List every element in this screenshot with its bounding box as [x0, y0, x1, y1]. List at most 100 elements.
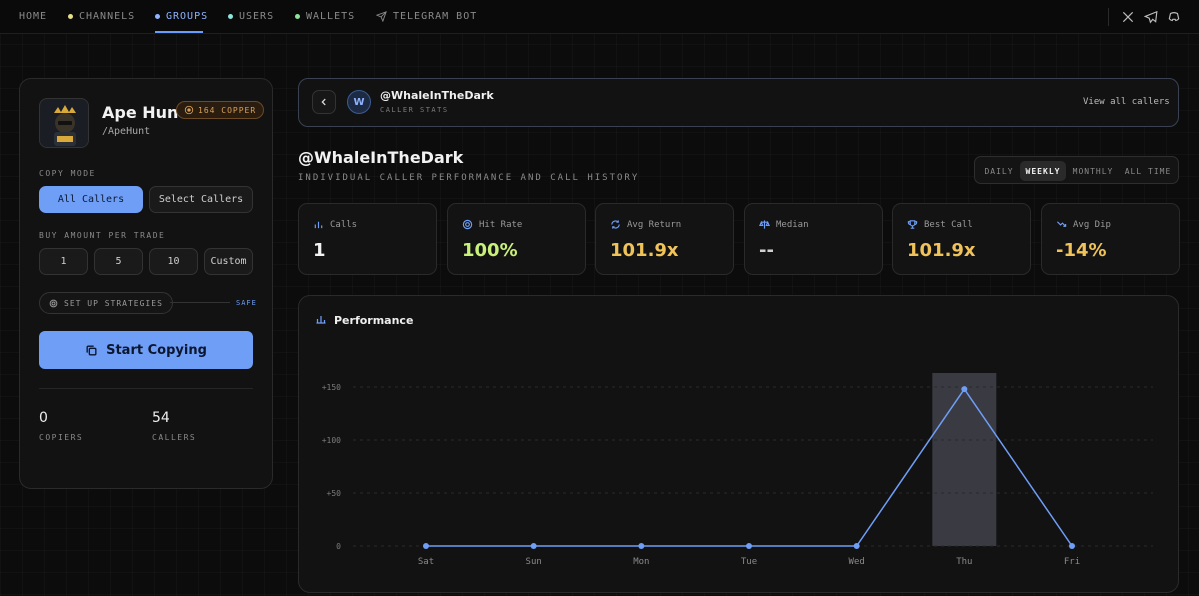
data-point [961, 386, 968, 393]
callers-count: 54 [152, 410, 170, 426]
period-selector: DAILY WEEKLY MONTHLY ALL TIME [974, 156, 1179, 184]
nav-groups[interactable]: GROUPS [155, 11, 208, 22]
send-icon [376, 11, 387, 22]
metric-label: Avg Dip [1056, 219, 1111, 230]
chevron-left-icon [321, 98, 326, 106]
select-callers-button[interactable]: Select Callers [149, 186, 253, 213]
metric-value: -14% [1056, 240, 1107, 261]
amount-10-button[interactable]: 10 [149, 248, 198, 275]
x-icon[interactable] [1121, 10, 1135, 24]
nav-telegram-bot[interactable]: TELEGRAM BOT [376, 11, 477, 22]
performance-chart: 0 +50 +100 +150 Sat Sun Mon Tue Wed Thu Fri [322, 373, 1153, 567]
metric-value: 101.9x [907, 240, 976, 261]
y-tick-label: +50 [327, 489, 342, 498]
buy-amount-label: BUY AMOUNT PER TRADE [39, 231, 166, 240]
start-label: Start Copying [106, 342, 207, 358]
metric-label: Median [759, 219, 809, 230]
y-tick-label: +150 [322, 383, 341, 392]
performance-card [298, 295, 1179, 593]
nav-home[interactable]: HOME [19, 11, 47, 22]
amount-1-button[interactable]: 1 [39, 248, 88, 275]
metric-label: Best Call [907, 219, 973, 230]
metric-value: -- [759, 240, 774, 261]
nav-label: HOME [19, 11, 48, 22]
setup-strategies-button[interactable]: SET UP STRATEGIES [39, 292, 173, 314]
data-point [530, 543, 537, 549]
performance-title: Performance [334, 314, 414, 327]
metric-label-text: Avg Return [627, 219, 682, 230]
metric-value: 101.9x [610, 240, 679, 261]
highlight-band [932, 373, 997, 546]
data-point [1069, 543, 1075, 549]
all-callers-button[interactable]: All Callers [39, 186, 143, 213]
status-dot [68, 14, 73, 19]
caller-name: @WhaleInTheDark [380, 89, 494, 102]
x-tick-label: Sun [526, 557, 542, 567]
period-weekly[interactable]: WEEKLY [1020, 161, 1066, 181]
start-copying-button[interactable]: Start Copying [39, 331, 253, 369]
active-tab-indicator [155, 31, 203, 33]
metric-hit-rate: Hit Rate 100% [447, 203, 586, 275]
group-name: Ape Hunt [102, 103, 187, 122]
badge-text: 164 COPPER [198, 105, 257, 115]
copiers-count: 0 [39, 410, 48, 426]
metric-value: 1 [313, 240, 326, 261]
callers-label: CALLERS [152, 433, 197, 442]
metric-median: Median -- [744, 203, 883, 275]
group-handle: /ApeHunt [102, 126, 151, 137]
data-point [638, 543, 645, 549]
status-dot [155, 14, 160, 19]
nav-channels[interactable]: CHANNELS [68, 11, 135, 22]
caller-avatar: W [347, 90, 371, 114]
metric-label: Calls [313, 219, 357, 230]
period-monthly[interactable]: MONTHLY [1072, 166, 1114, 176]
data-point [423, 543, 429, 549]
metric-label-text: Calls [330, 219, 358, 230]
metric-avg-dip: Avg Dip -14% [1041, 203, 1180, 275]
page-title: @WhaleInTheDark [298, 148, 464, 167]
top-nav: HOME CHANNELS GROUPS USERS WALLETS TELEG… [0, 0, 1199, 34]
metric-label: Hit Rate [462, 219, 522, 230]
nav-users[interactable]: USERS [228, 11, 274, 22]
x-tick-label: Mon [633, 557, 649, 567]
metric-calls: Calls 1 [298, 203, 437, 275]
x-tick-label: Wed [849, 557, 865, 567]
bar-chart-icon [314, 221, 323, 229]
nav-label: TELEGRAM BOT [393, 11, 478, 22]
metric-label-text: Avg Dip [1073, 219, 1111, 230]
period-daily[interactable]: DAILY [984, 166, 1014, 176]
metric-avg-return: Avg Return 101.9x [595, 203, 734, 275]
status-dot [295, 14, 300, 19]
status-dot [228, 14, 233, 19]
nav-wallets[interactable]: WALLETS [295, 11, 355, 22]
x-tick-label: Thu [956, 557, 972, 567]
metric-best-call: Best Call 101.9x [892, 203, 1031, 275]
data-point [853, 543, 860, 549]
copy-icon [86, 344, 97, 356]
metric-label: Avg Return [610, 219, 681, 230]
view-all-callers-link[interactable]: View all callers [1083, 97, 1170, 107]
amount-5-button[interactable]: 5 [94, 248, 143, 275]
back-button[interactable] [312, 90, 336, 114]
divider [1108, 8, 1109, 26]
copy-mode-label: COPY MODE [39, 169, 96, 178]
nav-label: CHANNELS [79, 11, 136, 22]
caller-header [298, 78, 1179, 127]
divider [39, 388, 253, 389]
target-icon [462, 219, 473, 230]
metric-value: 100% [462, 240, 518, 261]
amount-custom-button[interactable]: Custom [204, 248, 253, 275]
page-subtitle: INDIVIDUAL CALLER PERFORMANCE AND CALL H… [298, 173, 640, 183]
copper-badge: 164 COPPER [176, 101, 265, 119]
coin-icon [184, 105, 194, 115]
strategies-label: SET UP STRATEGIES [64, 298, 163, 308]
copiers-label: COPIERS [39, 433, 84, 442]
gear-icon [49, 299, 58, 307]
y-tick-label: 0 [336, 542, 341, 551]
data-point [746, 543, 752, 549]
discord-icon[interactable] [1167, 10, 1181, 24]
telegram-icon[interactable] [1144, 10, 1158, 24]
period-all-time[interactable]: ALL TIME [1124, 166, 1172, 176]
refresh-icon [611, 220, 620, 229]
group-avatar [39, 98, 89, 148]
